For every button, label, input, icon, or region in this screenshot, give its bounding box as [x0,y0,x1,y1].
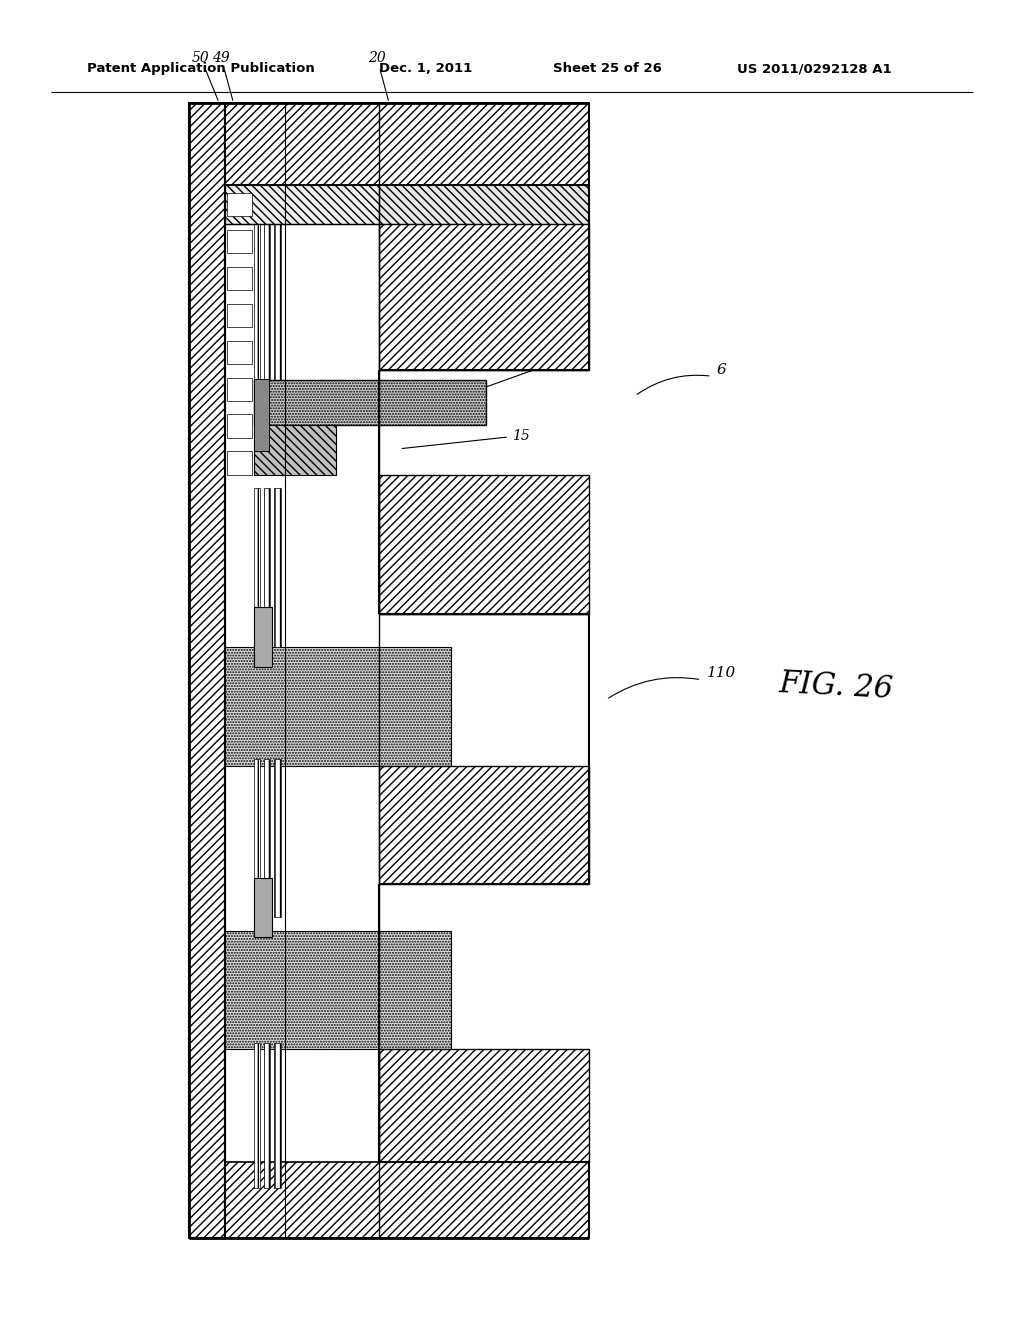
Text: Dec. 1, 2011: Dec. 1, 2011 [379,62,472,75]
Text: Patent Application Publication: Patent Application Publication [87,62,314,75]
Bar [254,379,269,451]
Bar [254,1043,260,1188]
Bar [254,224,260,396]
Bar [379,224,589,370]
Bar [189,103,225,1238]
Bar [227,267,252,290]
Bar [225,1162,589,1238]
Bar [254,488,260,647]
Bar [227,193,252,216]
Bar [254,759,260,917]
Bar [264,224,270,396]
Bar [254,878,272,937]
Bar [227,451,252,475]
Bar [264,488,270,647]
Bar [227,378,252,401]
Text: US 2011/0292128 A1: US 2011/0292128 A1 [737,62,892,75]
Bar [254,607,272,667]
Bar [254,380,486,425]
Bar [227,341,252,364]
Bar [254,425,336,475]
Text: 14: 14 [464,355,565,395]
Text: 49: 49 [212,50,232,100]
Bar [379,185,589,224]
Text: 20: 20 [368,50,388,100]
Bar [225,931,451,1049]
Bar [225,185,379,224]
Bar [274,488,281,647]
Bar [227,230,252,253]
Bar [227,414,252,438]
Text: Sheet 25 of 26: Sheet 25 of 26 [553,62,662,75]
Bar [379,766,589,884]
Bar [274,759,281,917]
Text: 50: 50 [191,50,218,100]
Bar [379,475,589,614]
Bar [264,1043,270,1188]
Text: FIG. 26: FIG. 26 [778,668,894,705]
Bar [274,224,281,396]
Bar [274,1043,281,1188]
Text: 110: 110 [707,667,736,680]
Bar [225,103,589,185]
Bar [379,1049,589,1162]
Text: 6: 6 [717,363,727,376]
Bar [264,759,270,917]
Bar [225,647,451,766]
Text: 15: 15 [402,429,529,449]
Bar [227,304,252,327]
